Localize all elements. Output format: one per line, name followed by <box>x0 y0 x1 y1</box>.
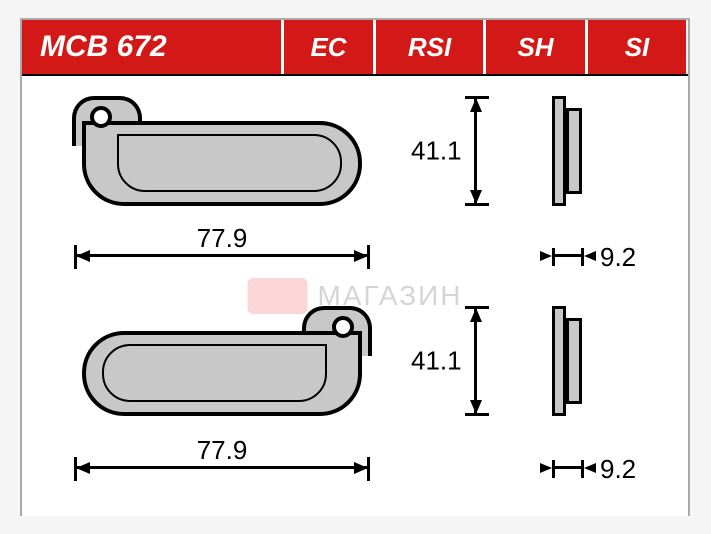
dim-lower-thickness-label: 9.2 <box>600 454 636 485</box>
dim-lower-thickness: 9.2 <box>552 466 584 469</box>
header-variant-ec: EC <box>284 20 376 74</box>
pad-lower-profile <box>552 306 594 416</box>
dim-upper-width: 77.9 <box>74 254 370 257</box>
dim-upper-height-label: 41.1 <box>407 134 466 169</box>
pad-upper-front <box>82 96 362 206</box>
diagram-frame: MCB 672 EC RSI SH SI МАГАЗИН 41.1 <box>20 18 690 516</box>
pad-lower-front <box>82 306 362 416</box>
content-area: МАГАЗИН 41.1 77.9 9.2 <box>22 76 688 516</box>
dim-lower-height: 41.1 <box>474 306 477 416</box>
header-variant-rsi: RSI <box>376 20 486 74</box>
dim-lower-height-label: 41.1 <box>407 344 466 379</box>
pad-upper-profile <box>552 96 594 206</box>
dim-upper-thickness-label: 9.2 <box>600 242 636 273</box>
header-partnum: MCB 672 <box>22 20 284 74</box>
dim-upper-height: 41.1 <box>474 96 477 206</box>
dim-lower-width-label: 77.9 <box>191 435 254 466</box>
header-row: MCB 672 EC RSI SH SI <box>22 20 688 76</box>
header-variant-sh: SH <box>486 20 588 74</box>
header-variant-si: SI <box>588 20 686 74</box>
dim-upper-width-label: 77.9 <box>191 223 254 254</box>
dim-upper-thickness: 9.2 <box>552 254 584 257</box>
dim-lower-width: 77.9 <box>74 466 370 469</box>
